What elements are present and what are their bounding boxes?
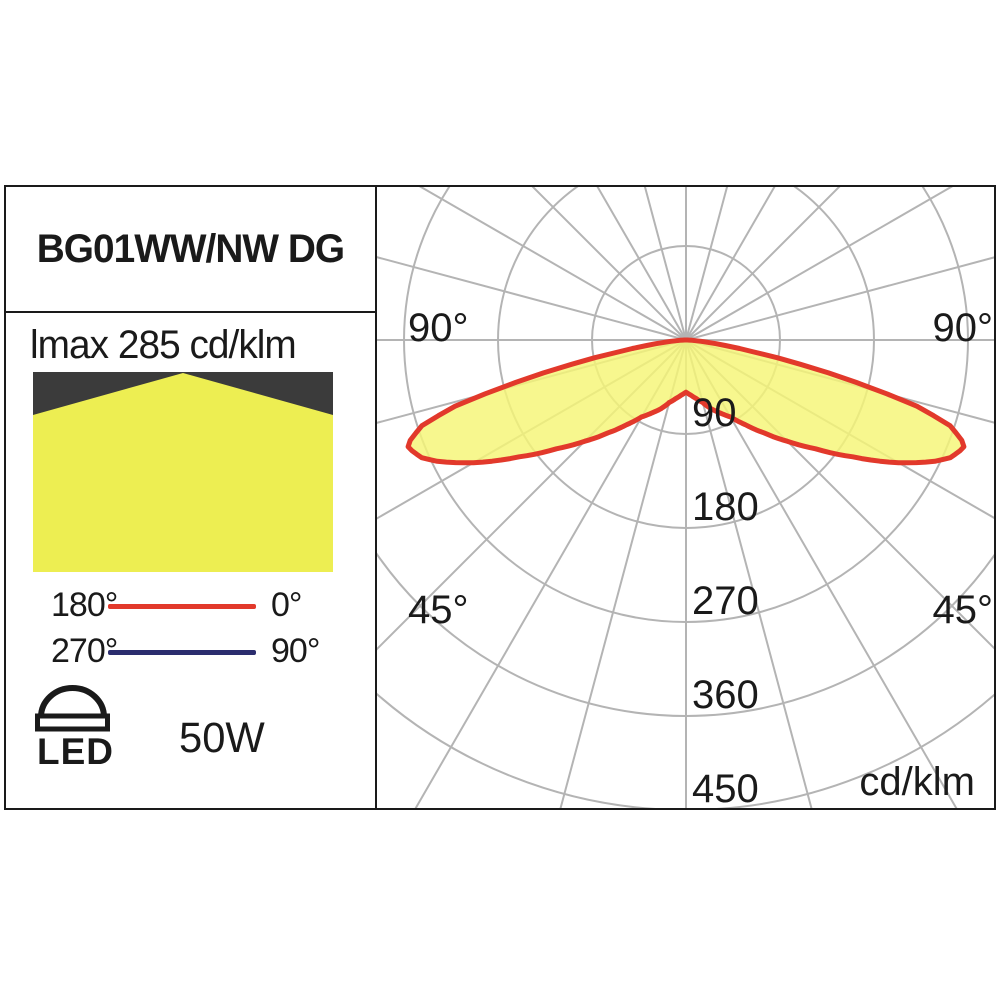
product-info-panel: BG01WW/NW DG lmax 285 cd/klm 180° 0° 270… xyxy=(6,187,375,808)
panel-chart-divider xyxy=(375,187,377,808)
led-icon xyxy=(35,685,110,732)
radial-tick-label: 90 xyxy=(692,391,737,435)
radial-tick-label: 360 xyxy=(692,673,759,717)
radial-tick-label: 270 xyxy=(692,579,759,623)
wattage-label: 50W xyxy=(179,714,265,762)
angle-label-90-right: 90° xyxy=(933,306,994,350)
product-title-row: BG01WW/NW DG xyxy=(6,187,375,311)
unit-label: cd/klm xyxy=(859,760,975,804)
lmax-label: lmax 285 cd/klm xyxy=(30,323,297,367)
beam-profile-graphic xyxy=(33,372,333,572)
legend-c270-label: 270° xyxy=(51,632,118,670)
led-dome-shape xyxy=(38,685,107,718)
title-divider xyxy=(6,311,375,313)
legend-c0-c180-line xyxy=(108,604,256,609)
legend-c0-label: 0° xyxy=(271,586,303,624)
legend-c90-label: 90° xyxy=(271,632,320,670)
angle-label-90-left: 90° xyxy=(408,306,469,350)
legend-c180-label: 180° xyxy=(51,586,118,624)
product-model: BG01WW/NW DG xyxy=(36,226,345,271)
beam-light-shape xyxy=(33,373,333,572)
led-text: LED xyxy=(37,731,114,772)
radial-tick-label: 180 xyxy=(692,485,759,529)
led-base-shape xyxy=(35,713,110,732)
radial-tick-label: 450 xyxy=(692,767,759,808)
intensity-curve-c0-c180 xyxy=(405,337,967,466)
angle-label-45-left: 45° xyxy=(408,588,469,632)
legend-c90-c270-line xyxy=(108,650,256,655)
angle-label-45-right: 45° xyxy=(933,588,994,632)
